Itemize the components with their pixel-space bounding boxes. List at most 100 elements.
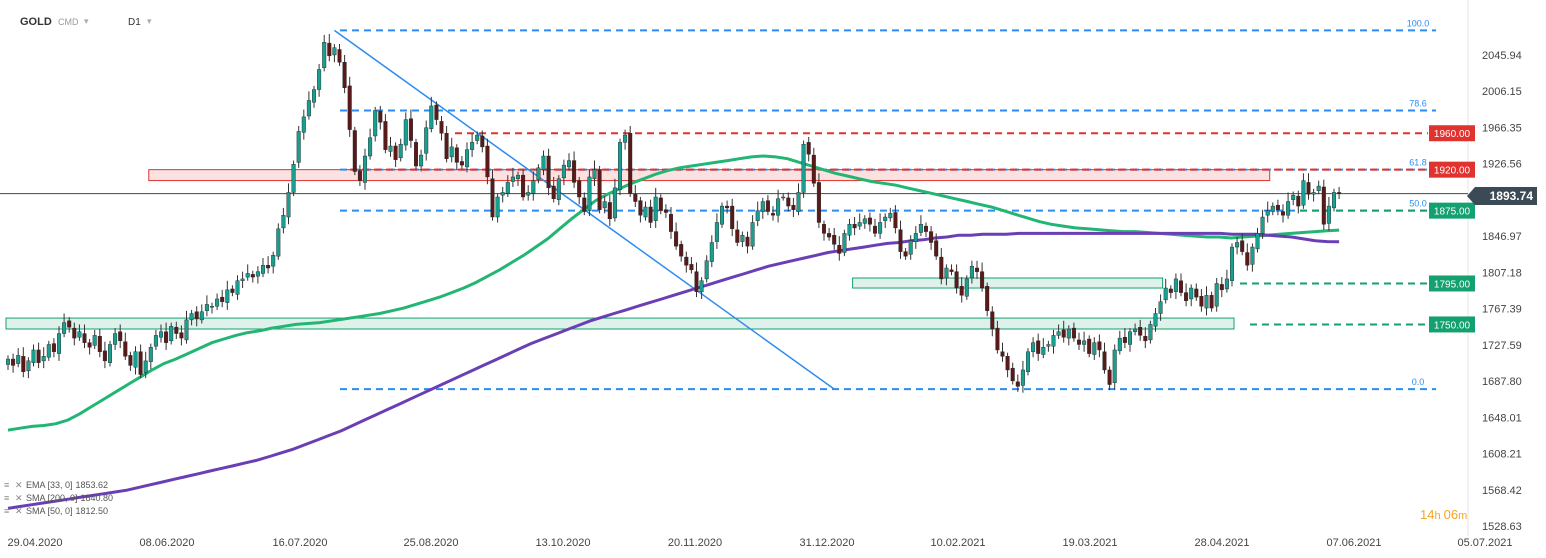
candle-body bbox=[490, 178, 495, 218]
candle-body bbox=[485, 145, 490, 178]
candle-body bbox=[281, 214, 286, 229]
candle-body bbox=[944, 267, 949, 279]
candle-body bbox=[709, 242, 714, 262]
candle-body bbox=[771, 213, 776, 216]
candle-body bbox=[694, 271, 699, 292]
candle-body bbox=[31, 349, 36, 363]
level-tag bbox=[1429, 202, 1475, 219]
candle-body bbox=[255, 271, 260, 277]
settings-icon[interactable]: ≡ bbox=[4, 506, 10, 516]
candle-body bbox=[990, 311, 995, 330]
indicator-value: 1840.80 bbox=[80, 493, 114, 503]
candle-body bbox=[1122, 336, 1127, 343]
candle-body bbox=[551, 185, 556, 200]
candle-body bbox=[1291, 194, 1296, 200]
candle-body bbox=[602, 201, 607, 209]
candle-body bbox=[312, 89, 317, 103]
candle-body bbox=[638, 200, 643, 216]
timeframe-label[interactable]: D1 bbox=[128, 17, 141, 28]
y-tick-label: 1926.56 bbox=[1482, 159, 1522, 171]
candle-body bbox=[959, 286, 964, 296]
candle-body bbox=[1199, 296, 1204, 307]
candle-body bbox=[342, 62, 347, 88]
candle-body bbox=[592, 169, 597, 179]
y-tick-label: 1846.97 bbox=[1482, 231, 1522, 243]
candle-body bbox=[1117, 337, 1122, 352]
candle-body bbox=[505, 182, 510, 194]
candle-body bbox=[536, 167, 541, 180]
level-tag-label: 1750.00 bbox=[1434, 320, 1471, 331]
candle-body bbox=[1071, 327, 1076, 339]
y-tick-label: 2006.15 bbox=[1482, 86, 1522, 98]
candle-body bbox=[597, 169, 602, 210]
x-tick-label: 25.08.2020 bbox=[403, 537, 458, 549]
indicator-row-sma200[interactable]: ≡ ✕ SMA [200, 0] 1840.80 bbox=[4, 492, 113, 505]
candle-body bbox=[82, 333, 87, 343]
candle-body bbox=[827, 233, 832, 238]
candle-body bbox=[1214, 283, 1219, 307]
candle-body bbox=[796, 192, 801, 212]
candle-body bbox=[1229, 246, 1234, 281]
x-tick-label: 10.02.2021 bbox=[930, 537, 985, 549]
close-icon[interactable]: ✕ bbox=[15, 506, 23, 516]
candle-body bbox=[102, 350, 107, 362]
x-tick-label: 05.07.2021 bbox=[1457, 537, 1512, 549]
candle-body bbox=[1265, 210, 1270, 216]
candle-body bbox=[903, 251, 908, 257]
candle-body bbox=[832, 235, 837, 245]
candle-body bbox=[587, 176, 592, 211]
candle-body bbox=[434, 104, 439, 120]
candle-body bbox=[113, 333, 118, 345]
candle-body bbox=[291, 164, 296, 193]
candle-body bbox=[934, 240, 939, 257]
candle-body bbox=[276, 228, 281, 257]
fib-level-label: 100.0 bbox=[1407, 18, 1430, 28]
indicator-row-ema[interactable]: ≡ ✕ EMA [33, 0] 1853.62 bbox=[4, 479, 113, 492]
indicator-row-sma50[interactable]: ≡ ✕ SMA [50, 0] 1812.50 bbox=[4, 505, 113, 518]
candle-body bbox=[230, 288, 235, 293]
candle-body bbox=[975, 267, 980, 272]
symbol-dropdown-icon[interactable]: ▾ bbox=[84, 16, 89, 26]
candle-body bbox=[883, 216, 888, 221]
candle-body bbox=[92, 335, 97, 346]
candle-body bbox=[36, 349, 41, 363]
timeframe-dropdown-icon[interactable]: ▾ bbox=[147, 16, 152, 26]
candle-body bbox=[516, 174, 521, 179]
candle-body bbox=[62, 322, 67, 334]
candle-body bbox=[929, 231, 934, 243]
candle-body bbox=[1173, 278, 1178, 292]
candle-body bbox=[969, 265, 974, 279]
candle-body bbox=[898, 229, 903, 252]
indicator-label: SMA [50, 0] bbox=[26, 506, 73, 516]
candle-body bbox=[393, 145, 398, 160]
symbol-label[interactable]: GOLD bbox=[20, 16, 52, 28]
x-tick-label: 07.06.2021 bbox=[1326, 537, 1381, 549]
level-tag bbox=[1429, 275, 1475, 292]
candle-body bbox=[1296, 195, 1301, 207]
candle-body bbox=[1010, 367, 1015, 382]
candle-body bbox=[607, 202, 612, 220]
settings-icon[interactable]: ≡ bbox=[4, 493, 10, 503]
close-icon[interactable]: ✕ bbox=[15, 480, 23, 490]
candle-body bbox=[1224, 278, 1229, 290]
candle-body bbox=[378, 111, 383, 123]
candle-body bbox=[1046, 344, 1051, 347]
indicator-legend: ≡ ✕ EMA [33, 0] 1853.62 ≡ ✕ SMA [200, 0]… bbox=[4, 479, 113, 518]
candle-body bbox=[791, 204, 796, 210]
candle-body bbox=[526, 192, 531, 196]
market-label[interactable]: CMD bbox=[58, 17, 79, 27]
level-tag-label: 1960.00 bbox=[1434, 129, 1471, 140]
candle-body bbox=[444, 133, 449, 159]
candle-body bbox=[357, 170, 362, 181]
close-icon[interactable]: ✕ bbox=[15, 493, 23, 503]
candle-body bbox=[11, 358, 16, 366]
candle-body bbox=[465, 149, 470, 168]
settings-icon[interactable]: ≡ bbox=[4, 480, 10, 490]
candle-body bbox=[1245, 252, 1250, 266]
candle-body bbox=[1321, 186, 1326, 225]
candle-body bbox=[480, 135, 485, 148]
candle-body bbox=[730, 205, 735, 230]
candle-body bbox=[1275, 204, 1280, 210]
candle-body bbox=[1143, 336, 1148, 342]
x-tick-label: 13.10.2020 bbox=[535, 537, 590, 549]
